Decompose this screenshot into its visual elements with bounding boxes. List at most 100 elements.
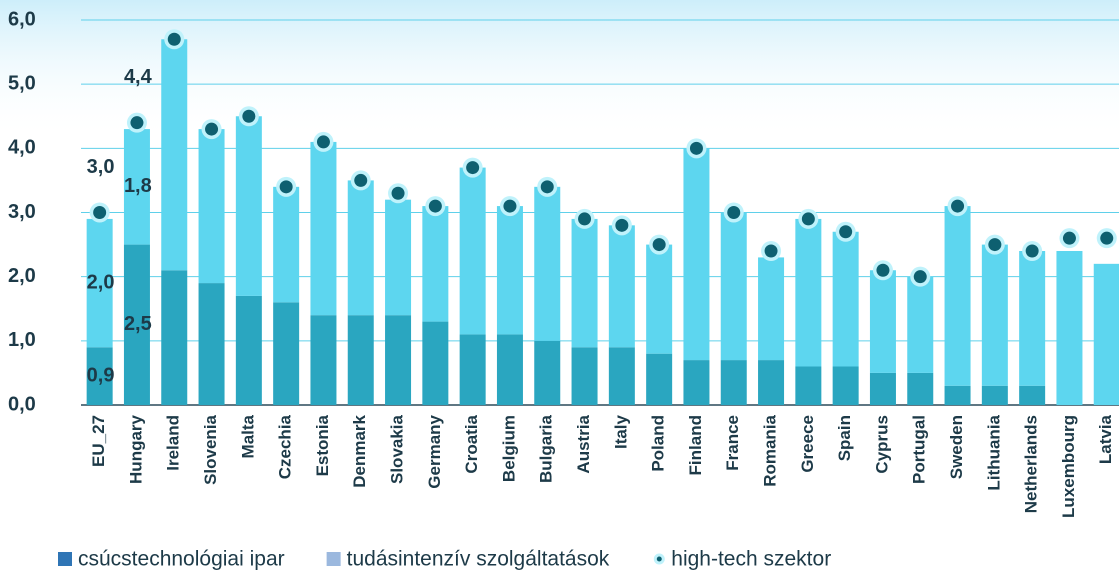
data-label: 4,4 [124,66,153,88]
dot [988,238,1002,252]
dot [727,206,741,219]
x-tick-label: Greece [798,415,817,473]
dot [801,212,815,226]
bar-segment [758,360,785,405]
bar-segment [981,385,1008,405]
dot [1025,244,1039,258]
bar-segment [869,372,896,405]
x-tick-label: Hungary [126,414,145,484]
bar-segment [273,302,300,405]
dot [130,116,144,130]
x-tick-label: Austria [574,414,593,473]
data-label: 2,5 [124,313,152,335]
dot [1062,231,1076,245]
bar-segment [646,244,673,354]
legend-marker [58,552,72,566]
x-tick-label: France [723,415,742,471]
dot [615,218,629,232]
bar-segment [123,129,150,245]
x-tick-label: Italy [611,414,630,449]
x-tick-label: Finland [686,415,705,475]
dot [839,225,853,239]
bar-segment [646,353,673,405]
bar-segment [795,218,822,367]
y-tick-label: 2,0 [8,265,36,287]
bar-segment [459,167,486,335]
dot [1100,231,1114,245]
bar-segment [720,360,747,405]
dot [689,141,703,155]
bar-segment [161,270,188,405]
bar-segment [422,206,449,322]
dot [428,199,442,213]
y-tick-label: 0,0 [8,393,36,415]
legend-label: tudásintenzív szolgáltatások [347,548,610,571]
x-tick-label: Malta [238,414,257,458]
bar-segment [422,321,449,405]
bar-segment [1056,251,1083,405]
x-tick-label: Bulgaria [537,414,556,483]
x-tick-label: Slovakia [388,414,407,484]
bar-segment [832,231,859,367]
data-label: 2,0 [87,271,115,293]
bar-segment [273,186,300,303]
x-tick-label: Croatia [462,414,481,473]
bar-segment [795,366,822,405]
y-tick-label: 5,0 [8,72,36,94]
bar-segment [198,129,225,284]
x-tick-label: Ireland [164,415,183,471]
legend-label: high-tech szektor [671,548,831,571]
x-tick-label: Lithuania [984,414,1003,490]
x-tick-label: Germany [425,414,444,488]
bar-segment [758,257,785,361]
bar-segment [198,283,225,405]
bar-segment [981,244,1008,386]
x-tick-label: Sweden [947,415,966,479]
bar-segment [1019,251,1046,386]
bar-segment [608,225,635,348]
bar-segment [1093,263,1119,405]
x-tick-label: Belgium [499,415,518,482]
legend-label: csúcstechnológiai ipar [78,548,285,571]
x-tick-label: Luxembourg [1059,415,1078,518]
x-tick-label: Spain [835,415,854,461]
bar-segment [907,276,934,373]
y-tick-label: 1,0 [8,329,36,351]
dot [167,32,181,46]
dot [93,206,107,219]
bar-segment [608,347,635,405]
x-tick-label: EU_27 [89,415,108,467]
data-label: 1,8 [124,175,152,197]
bar-segment [86,347,113,405]
bar-segment [123,244,150,405]
bar-segment [235,116,262,296]
dot [354,173,368,187]
bar-segment [235,295,262,405]
data-label: 0,9 [87,364,115,386]
dot [578,212,592,226]
legend-marker [653,553,665,565]
dot [951,199,965,213]
dot [913,270,927,284]
bar-segment [571,347,598,405]
dot [764,244,778,258]
bar-segment [683,148,710,361]
x-tick-label: Romania [761,414,780,486]
bar-segment [1019,385,1046,405]
bar-segment [944,385,971,405]
y-tick-label: 6,0 [8,8,36,30]
bar-segment [310,141,337,316]
x-tick-label: Cyprus [872,415,891,474]
bar-segment [385,199,412,316]
dot [876,263,890,277]
dot [242,109,256,123]
bar-segment [720,212,747,361]
bar-segment [534,340,561,405]
dot [652,238,666,252]
bar-segment [459,334,486,405]
dot [205,122,219,136]
bar-segment [907,372,934,405]
x-tick-label: Poland [649,415,668,472]
x-tick-label: Denmark [350,414,369,487]
